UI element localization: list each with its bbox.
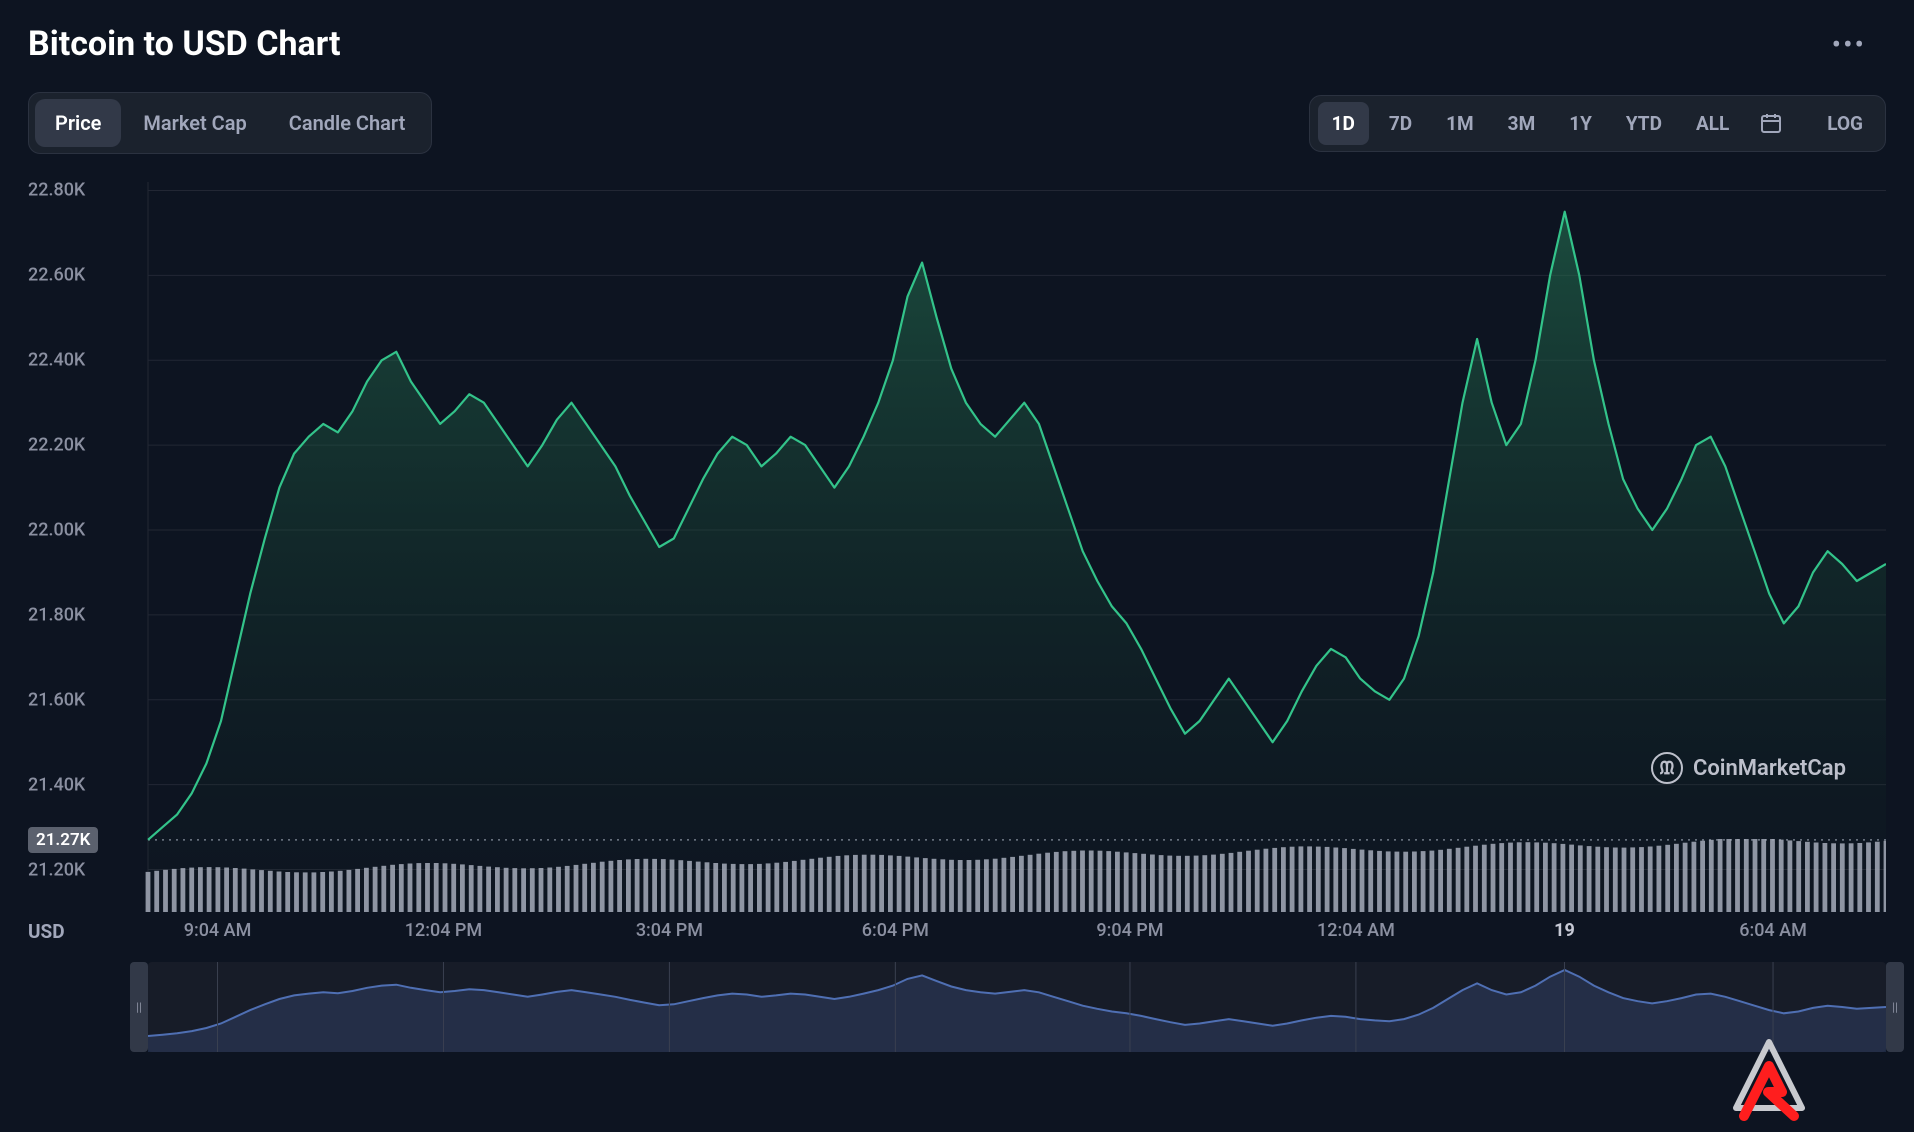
y-tick-label: 21.80K [28, 604, 85, 625]
brush-handle-left[interactable]: || [130, 962, 148, 1052]
x-tick-label: 6:04 AM [1739, 920, 1807, 941]
x-tick-label: 19 [1554, 920, 1575, 941]
range-1y[interactable]: 1Y [1555, 102, 1606, 145]
y-tick-label: 21.40K [28, 774, 85, 795]
range-ytd[interactable]: YTD [1612, 102, 1676, 145]
range-7d[interactable]: 7D [1375, 102, 1426, 145]
y-tick-label: 22.00K [28, 520, 85, 541]
x-axis: USD 9:04 AM 12:04 PM 3:04 PM 6:04 PM 9:04 PM… [28, 920, 1886, 956]
price-reference-badge: 21.27K [28, 827, 98, 853]
y-tick-label: 22.80K [28, 180, 85, 201]
view-tab-price[interactable]: Price [35, 99, 121, 147]
date-picker-button[interactable] [1749, 103, 1793, 143]
view-tab-candle-chart[interactable]: Candle Chart [269, 99, 426, 147]
y-tick-label: 21.60K [28, 689, 85, 710]
coinmarketcap-icon: ᙢ [1651, 752, 1683, 784]
view-tab-market-cap[interactable]: Market Cap [123, 99, 266, 147]
range-all[interactable]: ALL [1682, 102, 1743, 145]
y-tick-label: 22.60K [28, 265, 85, 286]
x-tick-label: 12:04 PM [405, 920, 482, 941]
x-tick-label: 9:04 PM [1096, 920, 1163, 941]
x-tick-label: 3:04 PM [636, 920, 703, 941]
watermark: ᙢ CoinMarketCap [1651, 752, 1846, 784]
range-1d[interactable]: 1D [1318, 102, 1369, 145]
calendar-icon [1759, 111, 1783, 135]
range-3m[interactable]: 3M [1494, 102, 1550, 145]
x-tick-label: 12:04 AM [1317, 920, 1395, 941]
view-type-tabs: PriceMarket CapCandle Chart [28, 92, 432, 154]
price-chart[interactable]: ᙢ CoinMarketCap 22.80K 22.60K 22.40K 22.20K… [28, 172, 1886, 912]
time-range-bar: 1D7D1M3M1YYTDALL LOG [1309, 95, 1886, 152]
y-tick-label: 22.40K [28, 350, 85, 371]
brush-handle-right[interactable]: || [1886, 962, 1904, 1052]
more-menu-button[interactable]: ••• [1832, 28, 1886, 61]
overview-brush[interactable]: 9:04 AM12:04 PM3:04 PM6:04 PM9:04 PM12:0… [28, 962, 1886, 1052]
watermark-text: CoinMarketCap [1693, 756, 1846, 781]
currency-label: USD [28, 920, 65, 943]
log-scale-toggle[interactable]: LOG [1813, 102, 1877, 145]
range-1m[interactable]: 1M [1432, 102, 1488, 145]
page-title: Bitcoin to USD Chart [28, 24, 340, 64]
x-tick-label: 6:04 PM [862, 920, 929, 941]
x-tick-label: 9:04 AM [184, 920, 252, 941]
y-tick-label: 21.20K [28, 859, 85, 880]
y-tick-label: 22.20K [28, 435, 85, 456]
